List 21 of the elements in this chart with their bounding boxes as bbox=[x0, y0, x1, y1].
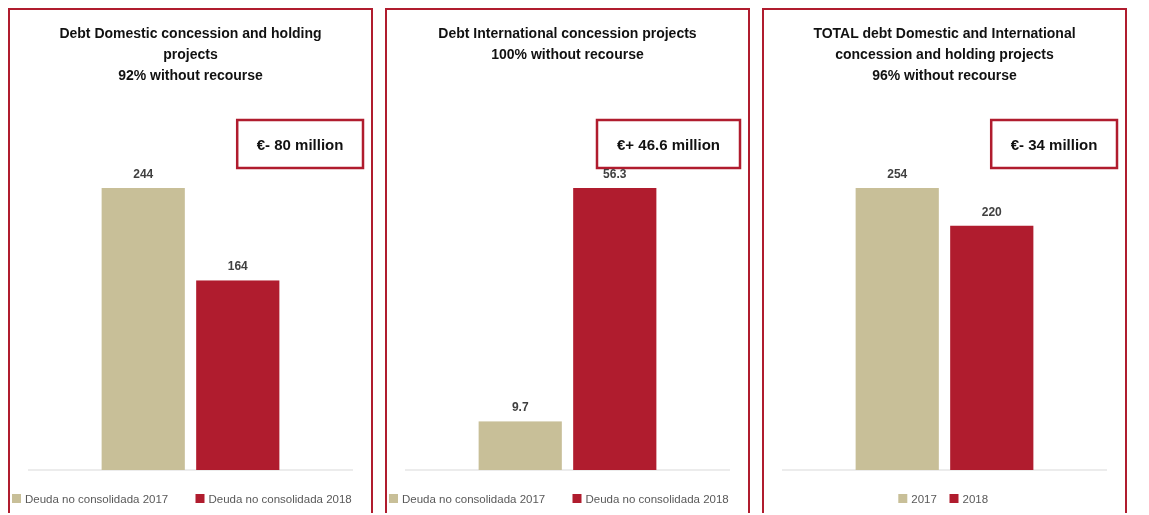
chart-title: TOTAL debt Domestic and International concession and holding projects bbox=[813, 25, 1076, 62]
chart-subtitle: 100% without recourse bbox=[491, 46, 644, 62]
data-label: 220 bbox=[981, 204, 1003, 219]
data-label: 56.3 bbox=[603, 167, 627, 181]
data-label: 164 bbox=[227, 259, 249, 274]
data-label: 9.7 bbox=[511, 400, 529, 415]
chart-subtitle: 92% without recourse bbox=[118, 67, 264, 83]
legend-label: Deuda no consolidada 2018 bbox=[208, 493, 352, 505]
text: €- 34 million bbox=[1010, 136, 1098, 153]
data-label: 254 bbox=[887, 167, 908, 181]
chart-title: Debt Domestic concession and holding projects bbox=[59, 25, 322, 62]
legend-label: Deuda no consolidada 2017 bbox=[25, 493, 169, 505]
legend-label: 2017 bbox=[911, 493, 937, 505]
legend-label: 2018 bbox=[962, 493, 989, 505]
chart-subtitle: 96% without recourse bbox=[872, 67, 1018, 83]
data-label: 244 bbox=[133, 167, 154, 181]
legend-label: Deuda no consolidada 2018 bbox=[585, 493, 729, 505]
legend-label: Deuda no consolidada 2017 bbox=[402, 493, 546, 505]
text: €- 80 million bbox=[256, 136, 344, 153]
chart-title: Debt International concession projects bbox=[438, 25, 697, 41]
text: €+ 46.6 million bbox=[617, 136, 720, 153]
